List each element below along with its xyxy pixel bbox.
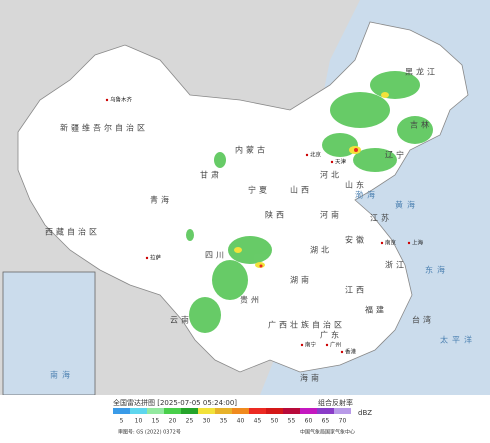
legend-tick: 70 <box>339 418 347 425</box>
sea-label: 黄海 <box>395 200 419 210</box>
city-label: 乌鲁木齐 <box>110 96 133 104</box>
legend-swatch <box>266 408 283 414</box>
province-label: 山西 <box>290 185 312 195</box>
province-label: 台湾 <box>412 315 434 325</box>
legend-tick: 60 <box>305 418 313 425</box>
legend-swatch <box>283 408 300 414</box>
sea-label: 太平洋 <box>440 335 476 345</box>
legend-swatch <box>300 408 317 414</box>
province-label: 四川 <box>205 251 227 260</box>
legend-tick: 15 <box>152 418 160 425</box>
legend-tick: 30 <box>203 418 211 425</box>
city-dot <box>105 98 109 102</box>
legend-swatch <box>164 408 181 414</box>
province-label: 江苏 <box>370 213 392 223</box>
city-label: 天津 <box>335 159 347 166</box>
legend-tick: 5 <box>120 418 124 425</box>
city-dot <box>380 241 384 245</box>
radar-echoes <box>186 71 433 333</box>
province-label: 山东 <box>345 180 367 190</box>
legend-swatch <box>198 408 215 414</box>
legend-swatch <box>232 408 249 414</box>
sea-label: 东海 <box>425 265 449 275</box>
city-label: 拉萨 <box>150 254 162 262</box>
province-label: 西藏自治区 <box>45 227 100 237</box>
province-label: 青海 <box>150 195 172 205</box>
legend-tick: 20 <box>169 418 177 425</box>
province-label: 河南 <box>320 210 342 220</box>
province-label: 甘肃 <box>200 170 222 180</box>
legend-tick: 55 <box>288 418 296 425</box>
city-label: 南宁 <box>305 341 317 349</box>
legend-swatch <box>334 408 351 414</box>
city-label: 香港 <box>345 348 357 356</box>
legend-panel <box>0 395 490 439</box>
city-label: 北京 <box>310 151 322 159</box>
legend-swatch <box>181 408 198 414</box>
province-label: 宁夏 <box>248 185 270 195</box>
city-dot <box>325 343 329 347</box>
legend-swatch <box>130 408 147 414</box>
south-china-sea-inset <box>2 271 96 396</box>
legend-tick: 35 <box>220 418 228 425</box>
city-dot <box>305 153 309 157</box>
sea-label: 渤海 <box>355 190 379 200</box>
province-label: 福建 <box>365 305 387 315</box>
legend-tick: 25 <box>186 418 194 425</box>
province-label: 新疆维吾尔自治区 <box>60 123 148 133</box>
city-dot <box>340 350 344 354</box>
approval: 审图号: GS (2022) 0372号 <box>118 429 181 436</box>
province-label: 安徽 <box>345 235 367 245</box>
province-label: 浙江 <box>385 260 407 270</box>
legend-unit: dBZ <box>358 409 372 417</box>
legend-swatch <box>215 408 232 414</box>
city-dot <box>330 160 334 164</box>
province-label: 广西壮族自治区 <box>268 320 345 330</box>
legend-tick: 50 <box>271 418 279 425</box>
radar-echoes-severe <box>259 148 358 268</box>
legend-swatch <box>113 408 130 414</box>
city-label: 上海 <box>412 239 424 247</box>
city-dot <box>145 256 149 260</box>
city-dot <box>300 343 304 347</box>
province-label: 贵州 <box>240 295 262 305</box>
legend-tick: 40 <box>237 418 245 425</box>
province-label: 内蒙古 <box>235 145 268 155</box>
legend-title: 全国雷达拼图 [2025-07-05 05:24:00] <box>113 398 237 407</box>
province-label: 黑龙江 <box>405 67 438 77</box>
city-label: 南京 <box>385 239 397 247</box>
province-label: 云南 <box>170 315 192 325</box>
city-label: 广州 <box>330 341 341 349</box>
legend-tick: 10 <box>135 418 143 425</box>
legend-swatch <box>249 408 266 414</box>
legend-swatch <box>147 408 164 414</box>
province-label: 吉林 <box>410 120 432 130</box>
sea-label: 南海 <box>50 370 74 380</box>
legend-swatch <box>317 408 334 414</box>
province-label: 陕西 <box>265 210 287 220</box>
province-label: 湖北 <box>310 246 332 255</box>
province-label: 辽宁 <box>385 150 407 160</box>
province-label: 海南 <box>300 373 322 383</box>
source: 中国气象局国家气象中心 <box>300 429 355 436</box>
legend-tick: 65 <box>322 418 330 425</box>
province-label: 河北 <box>320 170 342 180</box>
legend-tick: 45 <box>254 418 262 425</box>
province-label: 广东 <box>320 330 342 340</box>
legend-product: 组合反射率 <box>318 398 353 407</box>
city-dot <box>407 241 411 245</box>
province-label: 江西 <box>345 286 367 295</box>
province-label: 湖南 <box>290 275 312 285</box>
